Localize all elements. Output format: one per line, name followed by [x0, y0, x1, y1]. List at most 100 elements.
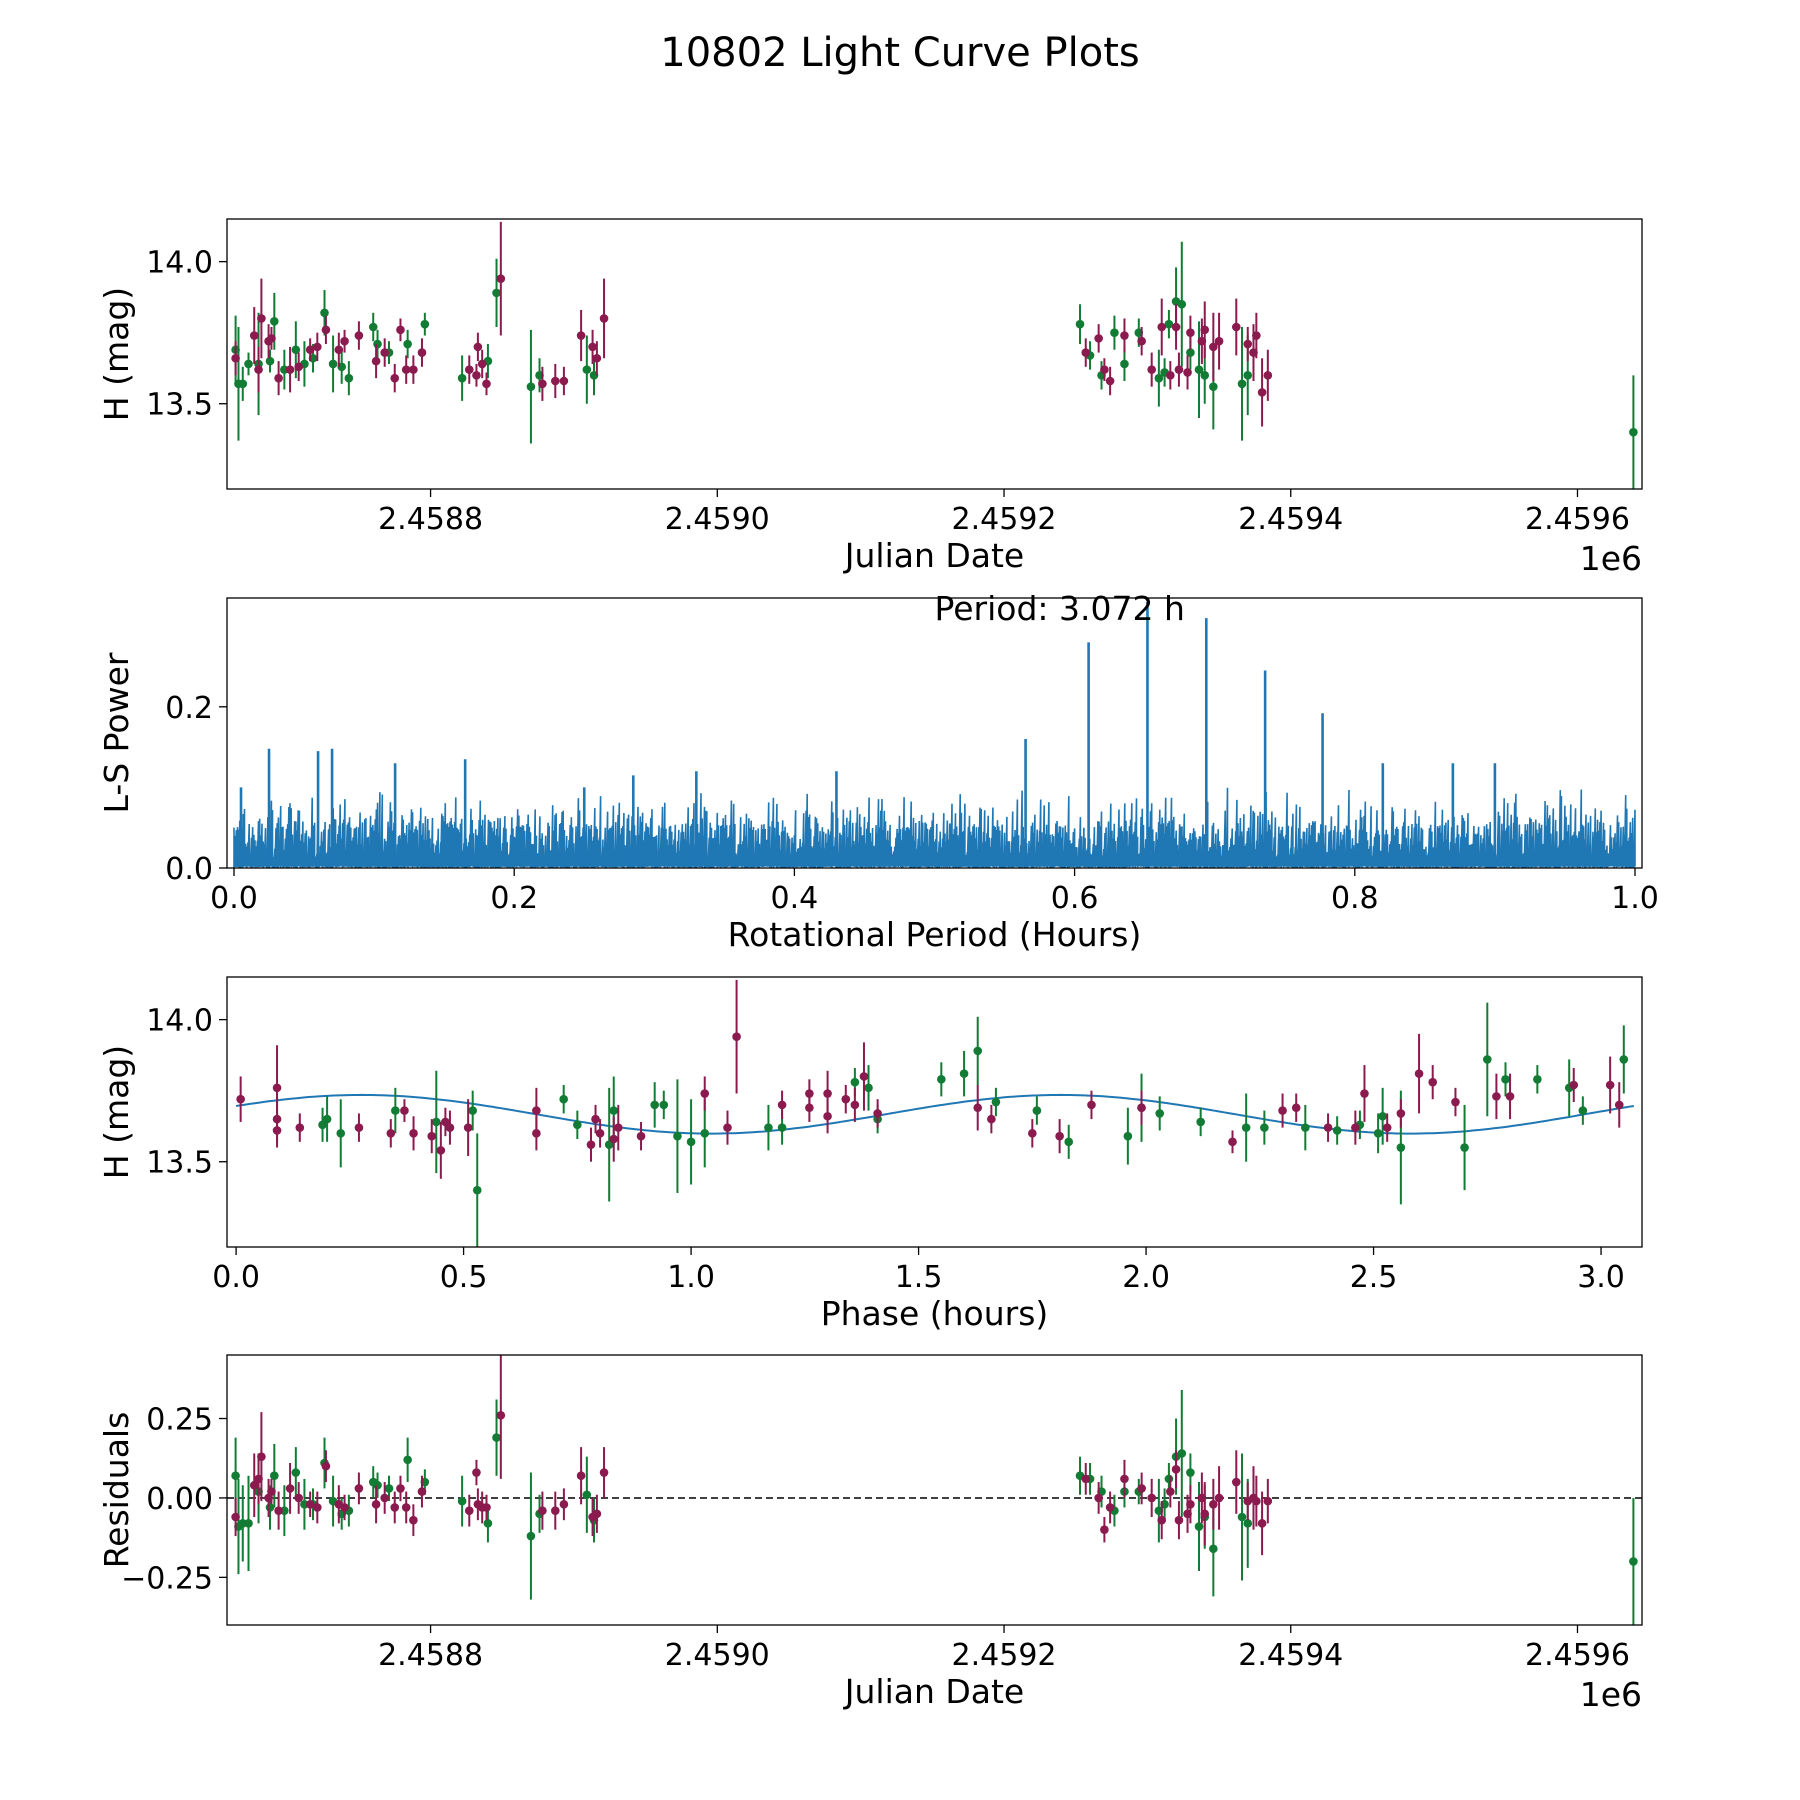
- phase-point-maroon: [1228, 1137, 1237, 1147]
- resid-point-green: [1186, 1468, 1195, 1477]
- panel-residuals: 2.4588 2.4590 2.4592 2.4594 2.4596 −0.25 0.00 0…: [97, 1354, 1643, 1714]
- phase-point-green: [322, 1114, 332, 1124]
- phase-point-green: [1064, 1137, 1074, 1147]
- resid-point-maroon: [231, 1512, 240, 1522]
- lc-point-green: [320, 308, 329, 318]
- phase-point-green: [1332, 1126, 1342, 1135]
- resid-point-green: [483, 1519, 493, 1528]
- phase-point-maroon: [636, 1131, 646, 1141]
- lc-point-maroon: [1157, 322, 1167, 332]
- lc-ytick-label: 14.0: [146, 246, 213, 281]
- phase-point-green: [650, 1100, 659, 1110]
- resid-plot-layer: [227, 1355, 1642, 1625]
- lc-point-green: [1243, 371, 1253, 380]
- lc-point-maroon: [231, 353, 240, 363]
- resid-point-green: [1209, 1544, 1218, 1554]
- resid-point-maroon: [417, 1487, 427, 1496]
- lc-xtick-label: 2.4592: [952, 502, 1057, 537]
- phase-xtick-label: 1.0: [667, 1260, 715, 1295]
- resid-point-maroon: [551, 1506, 560, 1515]
- lc-point-maroon: [482, 379, 491, 389]
- resid-point-maroon: [294, 1493, 303, 1503]
- resid-point-maroon: [401, 1503, 411, 1512]
- lc-xlabel: Julian Date: [843, 536, 1025, 575]
- lc-point-green: [270, 317, 279, 326]
- phase-point-green: [468, 1106, 477, 1115]
- lc-ytick-label: 13.5: [146, 388, 213, 423]
- resid-point-maroon: [390, 1503, 400, 1512]
- lc-point-maroon: [1174, 365, 1184, 374]
- resid-point-maroon: [1120, 1474, 1129, 1484]
- ls-xtick-label: 0.2: [490, 881, 538, 916]
- phase-point-green: [991, 1097, 1001, 1107]
- lc-point-maroon: [1171, 322, 1181, 332]
- phase-xtick-label: 2.5: [1350, 1260, 1398, 1295]
- resid-point-green: [1237, 1512, 1247, 1522]
- phase-point-green: [1260, 1123, 1269, 1132]
- lc-point-maroon: [321, 325, 331, 335]
- lc-point-green: [1120, 359, 1129, 369]
- phase-point-maroon: [1028, 1129, 1037, 1138]
- phase-point-green: [336, 1129, 346, 1138]
- lc-point-green: [420, 319, 430, 329]
- resid-point-maroon: [1186, 1499, 1195, 1509]
- phase-point-maroon: [1605, 1080, 1615, 1090]
- lc-point-maroon: [1257, 388, 1267, 397]
- lc-clipped-marks: [231, 221, 1638, 489]
- figure-title: 10802 Light Curve Plots: [660, 30, 1139, 76]
- phase-point-green: [1155, 1109, 1165, 1118]
- lc-point-maroon: [1252, 331, 1261, 340]
- phase-point-maroon: [1278, 1106, 1287, 1115]
- phase-point-green: [1301, 1123, 1310, 1132]
- phase-point-green: [1373, 1129, 1383, 1138]
- phase-point-maroon: [1505, 1092, 1515, 1101]
- ls-clipped-marks: [233, 602, 1636, 868]
- lc-point-maroon: [1209, 342, 1218, 352]
- lc-xtick-label: 2.4594: [1238, 502, 1343, 537]
- lc-point-maroon: [294, 362, 303, 372]
- phase-point-maroon: [850, 1100, 860, 1110]
- phase-point-green: [673, 1131, 682, 1141]
- phase-point-green: [1196, 1117, 1205, 1127]
- resid-point-green: [373, 1480, 382, 1490]
- phase-point-maroon: [1492, 1092, 1501, 1101]
- phase-point-green: [609, 1106, 619, 1115]
- ls-xtick-label: 0.0: [210, 881, 258, 916]
- lc-point-maroon: [401, 365, 411, 374]
- lc-point-maroon: [472, 371, 481, 380]
- phase-point-maroon: [700, 1089, 710, 1098]
- ls-xlabel: Rotational Period (Hours): [728, 915, 1142, 954]
- lc-point-maroon: [1166, 371, 1175, 380]
- resid-point-green: [291, 1468, 301, 1477]
- ls-power-noise: [233, 787, 1636, 868]
- phase-point-maroon: [613, 1123, 623, 1132]
- lc-point-maroon: [354, 331, 364, 340]
- phase-point-maroon: [586, 1140, 596, 1149]
- resid-point-maroon: [1105, 1503, 1115, 1512]
- lc-point-green: [368, 322, 378, 332]
- phase-xtick-label: 0.0: [212, 1260, 260, 1295]
- resid-point-maroon: [1209, 1499, 1218, 1509]
- phase-point-maroon: [1396, 1109, 1406, 1118]
- lc-point-green: [238, 379, 248, 389]
- phase-point-maroon: [1569, 1080, 1579, 1090]
- resid-point-maroon: [409, 1515, 418, 1525]
- phase-point-maroon: [295, 1123, 305, 1132]
- panel-phase-folded: 0.0 0.5 1.0 1.5 2.0 2.5 3.0 13.5 14.0 Phase (hou…: [97, 976, 1643, 1333]
- ls-period-annotation: Period: 3.072 h: [935, 589, 1185, 628]
- phase-ytick-label: 13.5: [146, 1146, 213, 1181]
- phase-point-maroon: [1291, 1103, 1301, 1113]
- resid-point-maroon: [559, 1499, 569, 1509]
- resid-point-maroon: [380, 1493, 390, 1503]
- phase-point-maroon: [1087, 1100, 1096, 1110]
- phase-point-maroon: [873, 1109, 882, 1118]
- lc-axes-frame: [226, 218, 1643, 490]
- phase-point-green: [777, 1123, 787, 1132]
- phase-point-green: [764, 1123, 773, 1132]
- phase-point-green: [472, 1185, 482, 1195]
- lc-point-maroon: [249, 331, 259, 340]
- lc-point-maroon: [1147, 365, 1156, 374]
- phase-point-maroon: [1360, 1089, 1369, 1098]
- lc-point-maroon: [380, 348, 390, 357]
- lc-point-green: [244, 359, 253, 369]
